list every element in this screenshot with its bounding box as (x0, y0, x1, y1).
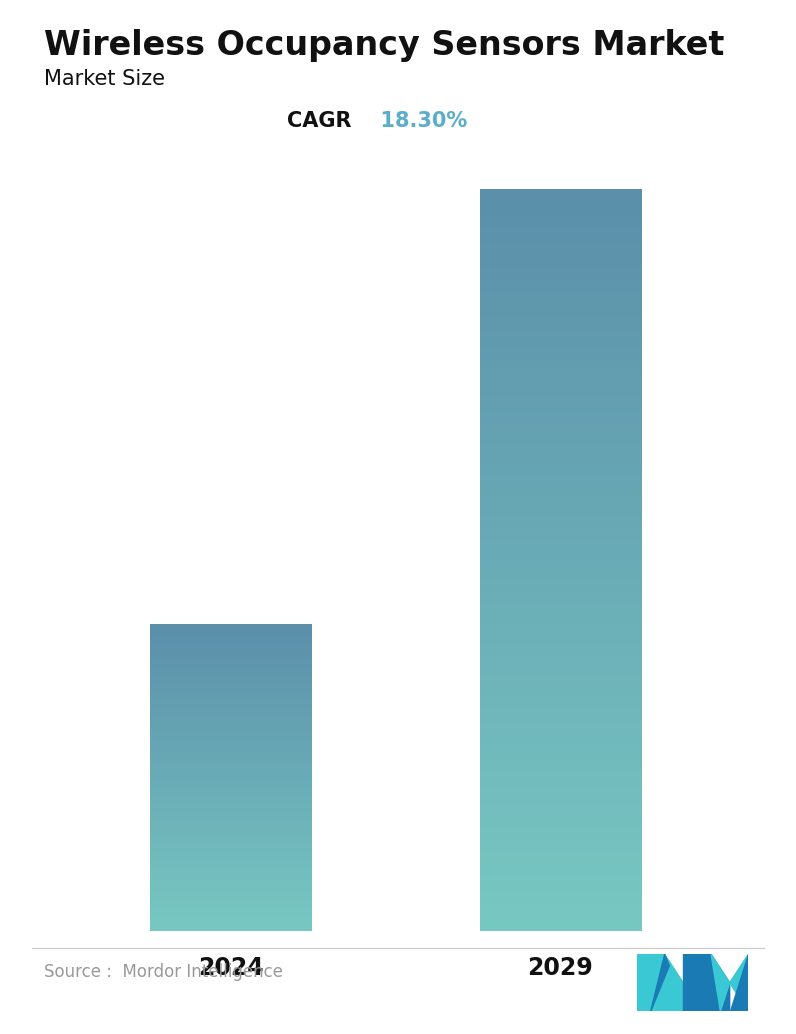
Text: 2029: 2029 (527, 955, 593, 980)
Polygon shape (683, 982, 730, 1011)
Polygon shape (683, 954, 730, 1011)
Polygon shape (730, 954, 748, 1011)
Text: Source :  Mordor Intelligence: Source : Mordor Intelligence (44, 963, 283, 981)
Polygon shape (711, 954, 730, 1011)
Text: Market Size: Market Size (44, 69, 165, 89)
Text: CAGR: CAGR (287, 111, 366, 130)
Polygon shape (730, 954, 748, 1011)
Text: 18.30%: 18.30% (366, 111, 467, 130)
Text: Wireless Occupancy Sensors Market: Wireless Occupancy Sensors Market (44, 29, 724, 62)
Polygon shape (637, 982, 683, 1011)
Polygon shape (683, 954, 711, 1011)
Polygon shape (637, 954, 683, 1011)
Polygon shape (637, 954, 665, 1011)
Text: 2024: 2024 (198, 955, 263, 980)
Polygon shape (651, 954, 669, 1011)
